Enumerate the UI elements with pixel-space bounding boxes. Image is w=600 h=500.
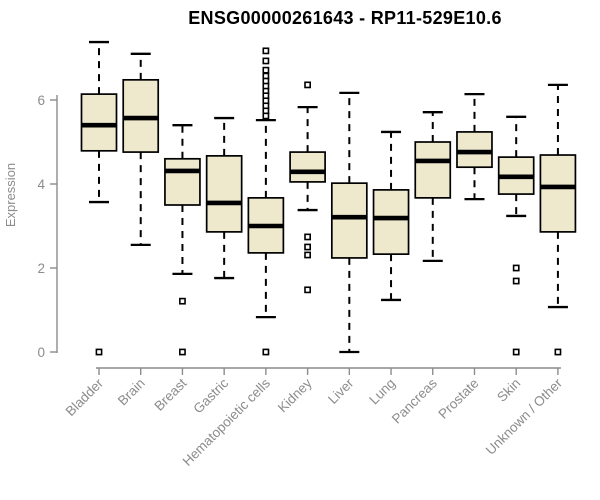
box-rect [539, 154, 577, 233]
chart-title: ENSG00000261643 - RP11-529E10.6 [188, 8, 502, 28]
box-group [330, 91, 368, 354]
box-rect [414, 141, 452, 199]
box-group [497, 115, 535, 356]
box-rect [205, 155, 243, 233]
y-tick-label: 4 [37, 177, 45, 192]
x-tick-label: Liver [325, 375, 357, 407]
y-axis-label: Expression [3, 163, 18, 227]
x-tick-label: Lung [366, 376, 398, 408]
box-group [539, 83, 577, 356]
outlier-point [262, 112, 270, 120]
box-group [122, 52, 160, 247]
box-group [164, 124, 201, 356]
outlier-point [304, 233, 311, 241]
outlier-point [512, 264, 520, 272]
outlier-point [262, 47, 270, 55]
outlier-point [304, 243, 311, 251]
box-group [414, 111, 452, 263]
box-group [247, 47, 285, 356]
x-tick-label: Kidney [275, 375, 315, 415]
y-tick-label: 2 [37, 261, 45, 276]
box-group [205, 116, 243, 280]
outlier-point [304, 81, 311, 89]
box-rect [164, 157, 201, 206]
x-tick-label: Skin [494, 376, 523, 405]
outlier-point [262, 348, 270, 356]
outlier-point [262, 66, 270, 74]
box-rect [456, 131, 493, 169]
box-rect [330, 182, 368, 259]
box-group [372, 130, 410, 302]
x-tick-label: Unknown / Other [483, 375, 566, 458]
box-group [289, 81, 326, 294]
outlier-point [179, 348, 186, 356]
x-tick-label: Breast [151, 375, 189, 413]
x-tick-label: Pancreas [389, 375, 440, 426]
box-group [80, 40, 118, 356]
outlier-point [304, 286, 311, 294]
y-tick-label: 6 [37, 93, 45, 108]
outlier-point [179, 297, 186, 305]
box-rect [80, 93, 118, 152]
box-rect [372, 189, 410, 255]
outlier-point [554, 348, 562, 356]
x-tick-label: Brain [115, 376, 148, 409]
x-tick-label: Prostate [435, 376, 481, 422]
box-rect [289, 151, 326, 183]
x-tick-label: Gastric [190, 375, 231, 416]
outlier-point [512, 277, 520, 285]
box-group [456, 92, 493, 201]
outlier-point [95, 348, 103, 356]
outlier-point [262, 57, 270, 65]
outlier-point [304, 251, 311, 259]
x-tick-label: Bladder [63, 375, 107, 419]
outlier-point [512, 348, 520, 356]
y-tick-label: 0 [37, 345, 45, 360]
